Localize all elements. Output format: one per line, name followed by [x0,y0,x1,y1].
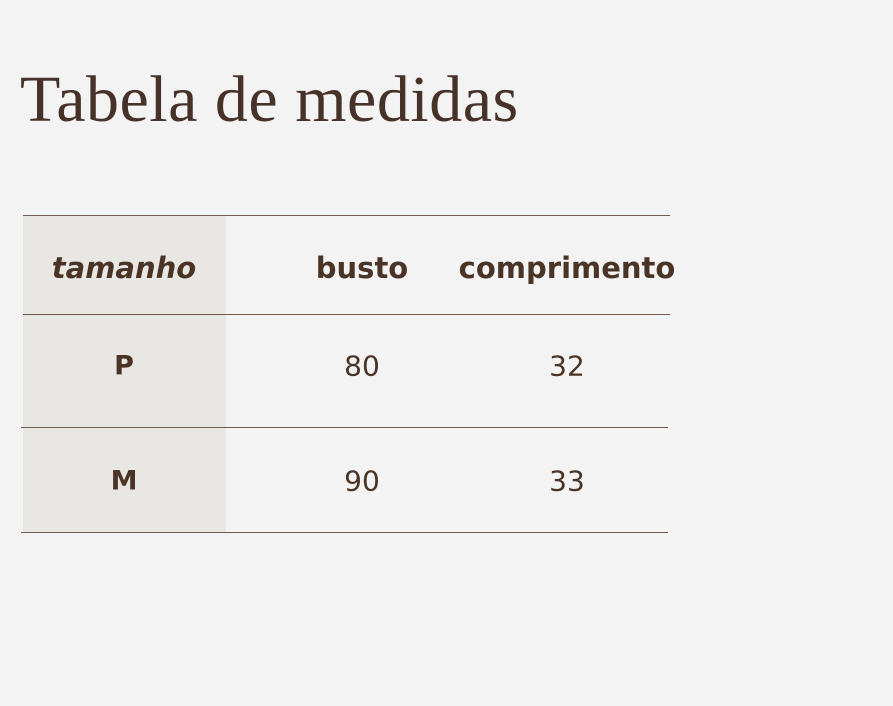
table-row-size: P [114,350,134,382]
header-comprimento: comprimento [458,251,676,285]
size-column-background [23,216,226,532]
divider [23,215,670,216]
table-row-busto: 80 [344,349,380,383]
table-row-busto: 90 [344,464,380,498]
table-row-comprimento: 32 [549,349,585,383]
divider [21,427,668,428]
header-busto: busto [315,251,409,285]
table-row-size: M [110,465,138,497]
header-tamanho: tamanho [51,251,197,285]
table-row-comprimento: 33 [549,464,585,498]
divider [23,314,670,315]
page-title: Tabela de medidas [20,63,519,136]
divider [21,532,668,533]
